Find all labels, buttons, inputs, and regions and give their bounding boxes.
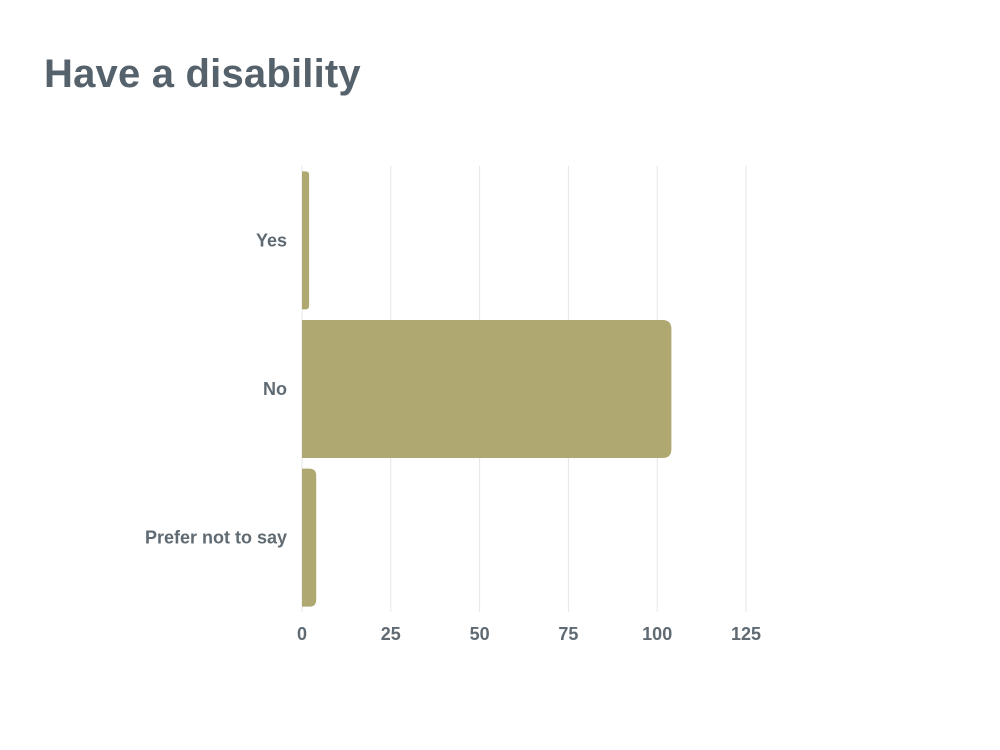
category-labels: Yes No Prefer not to say (145, 230, 287, 547)
x-tick-label-75: 75 (558, 624, 578, 644)
category-label-yes: Yes (256, 230, 287, 250)
x-tick-label-125: 125 (731, 624, 761, 644)
category-label-prefer-not-to-say: Prefer not to say (145, 528, 287, 548)
bar-prefer-not-to-say (302, 468, 317, 607)
bar-yes (302, 171, 310, 310)
x-tick-label-50: 50 (470, 624, 490, 644)
x-tick-label-25: 25 (381, 624, 401, 644)
bar-no (302, 320, 672, 458)
x-tick-label-100: 100 (642, 624, 672, 644)
bar-layer (302, 171, 672, 607)
x-axis-tick-labels: 0 25 50 75 100 125 (297, 624, 761, 644)
category-label-no: No (263, 379, 287, 399)
x-tick-label-0: 0 (297, 624, 307, 644)
chart-title: Have a disability (44, 52, 361, 96)
